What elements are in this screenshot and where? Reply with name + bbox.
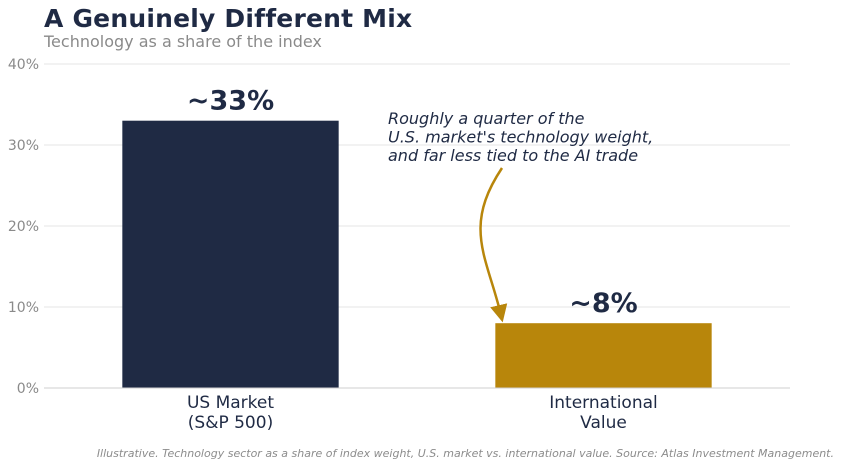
data-labels: ~33% ~8% <box>187 86 638 320</box>
bars <box>122 120 712 388</box>
data-label: ~33% <box>187 86 274 117</box>
chart-subtitle: Technology as a share of the index <box>44 32 322 51</box>
annotation-arrow <box>479 167 508 323</box>
y-tick-label: 0% <box>17 381 39 397</box>
y-tick-label: 20% <box>8 219 39 235</box>
y-tick-label: 40% <box>8 57 39 73</box>
x-axis-ticks: US Market (S&P 500) International Value <box>187 393 658 433</box>
x-tick-label: US Market (S&P 500) <box>187 393 274 433</box>
y-tick-label: 30% <box>8 138 39 154</box>
data-label: ~8% <box>569 288 637 319</box>
y-axis-ticks: 0% 10% 20% 30% 40% <box>8 57 39 397</box>
bar <box>122 120 339 388</box>
bar <box>495 323 712 388</box>
footnote: Illustrative. Technology sector as a sha… <box>96 447 834 460</box>
annotation: Roughly a quarter of the U.S. market's te… <box>388 109 653 323</box>
y-tick-label: 10% <box>8 300 39 316</box>
annotation-text: Roughly a quarter of the U.S. market's te… <box>388 109 653 165</box>
chart-title: A Genuinely Different Mix <box>44 4 413 33</box>
x-tick-label: International Value <box>549 393 658 433</box>
